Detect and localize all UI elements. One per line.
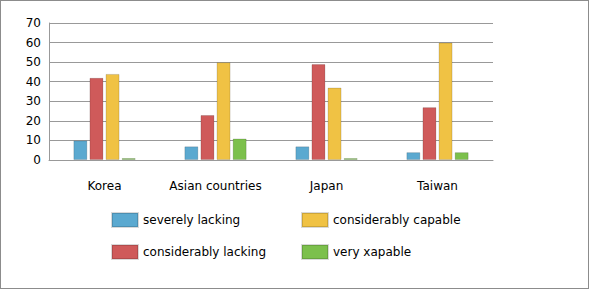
svg-text:40: 40 <box>26 75 41 89</box>
svg-text:considerably lacking: considerably lacking <box>143 245 266 259</box>
svg-text:20: 20 <box>26 114 41 128</box>
svg-text:Japan: Japan <box>309 179 343 193</box>
svg-text:considerably capable: considerably capable <box>333 213 461 227</box>
svg-text:0: 0 <box>33 153 41 167</box>
svg-text:10: 10 <box>26 133 41 147</box>
svg-text:60: 60 <box>26 36 41 50</box>
svg-text:Taiwan: Taiwan <box>416 179 458 193</box>
svg-text:severely lacking: severely lacking <box>143 213 240 227</box>
svg-text:Korea: Korea <box>87 179 121 193</box>
svg-text:50: 50 <box>26 55 41 69</box>
svg-text:30: 30 <box>26 94 41 108</box>
svg-text:very xapable: very xapable <box>333 245 411 259</box>
svg-text:70: 70 <box>26 16 41 30</box>
svg-text:Asian countries: Asian countries <box>169 179 261 193</box>
